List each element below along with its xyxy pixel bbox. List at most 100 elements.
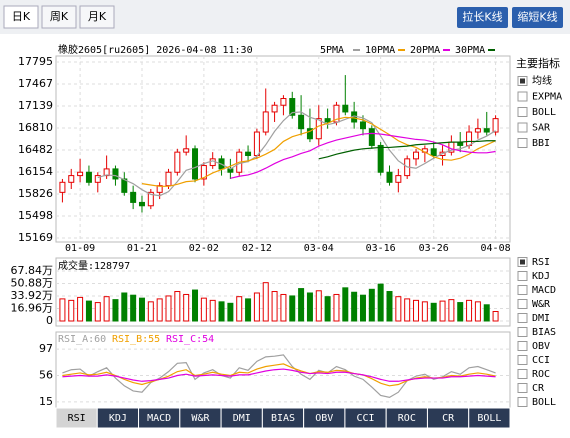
volume-bar [483,304,490,322]
period-tab[interactable] [79,5,115,29]
checkbox[interactable] [517,122,528,133]
checkbox[interactable] [517,313,528,323]
y-tick-label: 16810 [18,121,53,134]
indicator-tab-label[interactable]: MACD [147,413,171,424]
candle-body [306,128,313,140]
checkbox[interactable] [517,369,528,379]
line-series [97,111,496,197]
checkbox[interactable] [517,341,528,351]
candle-body [85,171,92,183]
checkbox[interactable] [517,327,528,337]
option-label[interactable]: SAR [532,123,551,134]
checkbox[interactable] [517,138,528,148]
indicator-tab-label[interactable]: ROC [398,413,416,424]
volume-bar [333,293,340,322]
volume-bar [271,291,278,322]
indicator-tab-label[interactable]: BIAS [271,413,295,424]
period-tab[interactable] [41,5,77,29]
candle-body [174,151,181,173]
legend-label: 30PMA [455,45,485,56]
legend-label: 5PMA [320,45,344,56]
option-label[interactable]: KDJ [532,271,550,282]
volume-bar [289,295,296,322]
volume-bar [413,299,420,322]
candle-body [413,151,420,160]
candle-body [342,104,349,113]
option-label[interactable]: RSI [532,257,550,268]
checkbox[interactable] [517,271,528,281]
volume-bar [474,301,481,322]
checkbox[interactable] [517,355,528,365]
y-tick-label: 17795 [18,55,53,68]
option-label[interactable]: BOLL [532,107,556,118]
checkbox[interactable] [517,285,528,295]
volume-bar [315,290,322,322]
candle-body [262,111,269,133]
checkbox[interactable] [517,383,528,393]
zoom-button-label[interactable]: 缩短K线 [517,10,557,24]
checkbox[interactable] [517,91,528,102]
volume-bar [85,300,92,322]
checkbox-mark [520,259,525,265]
volume-bar [377,283,384,322]
indicator-tab-label[interactable]: OBV [315,413,333,424]
option-label[interactable]: BBI [532,138,550,149]
candle-body [289,98,296,116]
indicator-tab-label[interactable]: BOLL [477,413,501,424]
option-label[interactable]: ROC [532,369,550,380]
volume-bar [253,292,260,322]
option-label[interactable]: CR [532,383,545,394]
candle-body [77,171,84,177]
candle-body [253,131,260,156]
zoom-button[interactable] [512,7,563,28]
legend-label: RSI_B:55 [112,334,160,345]
x-tick-label: 02-12 [242,243,272,254]
option-label[interactable]: BIAS [532,327,556,338]
volume-bar [368,288,375,322]
volume-bar [147,301,154,322]
indicator-tab[interactable] [468,407,511,429]
checkbox[interactable] [517,299,528,309]
volume-bar [466,299,473,322]
volume-panel [55,257,511,327]
indicator-tab-label[interactable]: KDJ [109,413,127,424]
y-tick-label: 17467 [18,77,53,90]
period-tab-label[interactable]: 月K [88,10,107,23]
checkbox[interactable] [517,397,528,407]
option-label[interactable]: DMI [532,313,550,324]
option-label[interactable]: 均线 [532,74,552,87]
volume-bar [386,291,393,322]
legend-label: RSI_C:54 [166,334,214,345]
y-tick-label: 33.92万 [11,289,54,302]
indicator-tab-label[interactable]: DMI [233,413,251,424]
checkbox-mark [520,78,525,84]
volume-bar [439,300,446,322]
period-tab[interactable] [3,5,39,29]
period-tab-label[interactable]: 周K [50,10,69,23]
candle-body [94,175,101,183]
zoom-button-label[interactable]: 拉长K线 [462,10,502,24]
option-label[interactable]: CCI [532,355,550,366]
volume-bar [59,298,66,322]
volume-bar [306,292,313,322]
indicator-tab-label[interactable]: W&R [191,413,210,424]
option-label[interactable]: OBV [532,341,550,352]
x-tick-label: 02-02 [189,243,219,254]
option-label[interactable]: BOLL [532,397,556,408]
indicator-tab-label[interactable]: RSI [68,413,86,424]
volume-bar [457,302,464,322]
option-label[interactable]: W&R [532,299,551,310]
checkbox[interactable] [517,107,528,117]
volume-bar [138,297,145,322]
candle-body [386,171,393,183]
x-tick-label: 01-09 [65,243,95,254]
volume-bar [359,294,366,322]
y-tick-label: 16154 [18,165,53,178]
indicator-tab-label[interactable]: CR [442,413,455,424]
zoom-button[interactable] [457,7,508,28]
period-tab-label[interactable]: 日K [12,10,31,23]
option-label[interactable]: MACD [532,285,556,296]
option-label[interactable]: EXPMA [532,92,562,103]
indicator-tab-label[interactable]: CCI [357,413,375,424]
y-tick-label: 0 [46,314,53,327]
